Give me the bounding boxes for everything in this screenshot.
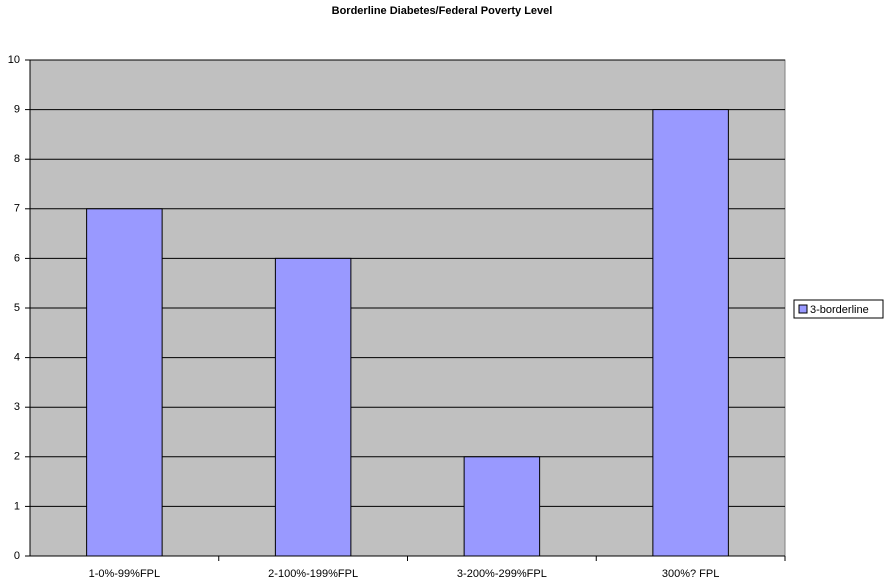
chart-title: Borderline Diabetes/Federal Poverty Leve… xyxy=(332,5,553,17)
y-tick-label: 6 xyxy=(14,252,20,264)
x-tick-label: 1-0%-99%FPL xyxy=(89,568,161,580)
y-tick-label: 4 xyxy=(14,352,20,364)
y-tick-label: 0 xyxy=(14,550,20,562)
y-tick-label: 1 xyxy=(14,500,20,512)
legend-swatch xyxy=(798,304,808,314)
y-tick-label: 9 xyxy=(14,104,20,116)
y-tick-label: 2 xyxy=(14,451,20,463)
y-tick-label: 5 xyxy=(14,302,20,314)
legend-box xyxy=(793,299,884,319)
x-tick-label: 300%? FPL xyxy=(662,568,719,580)
bar xyxy=(274,257,352,557)
legend-label: 3-borderline xyxy=(810,304,869,316)
bar xyxy=(652,109,729,557)
y-tick-label: 7 xyxy=(14,203,20,215)
x-tick-label: 2-100%-199%FPL xyxy=(268,568,358,580)
x-tick-label: 3-200%-299%FPL xyxy=(457,568,547,580)
bar xyxy=(86,208,163,557)
bar xyxy=(463,456,541,557)
y-tick-label: 10 xyxy=(8,54,20,66)
y-tick-label: 8 xyxy=(14,153,20,165)
y-tick-label: 3 xyxy=(14,401,20,413)
